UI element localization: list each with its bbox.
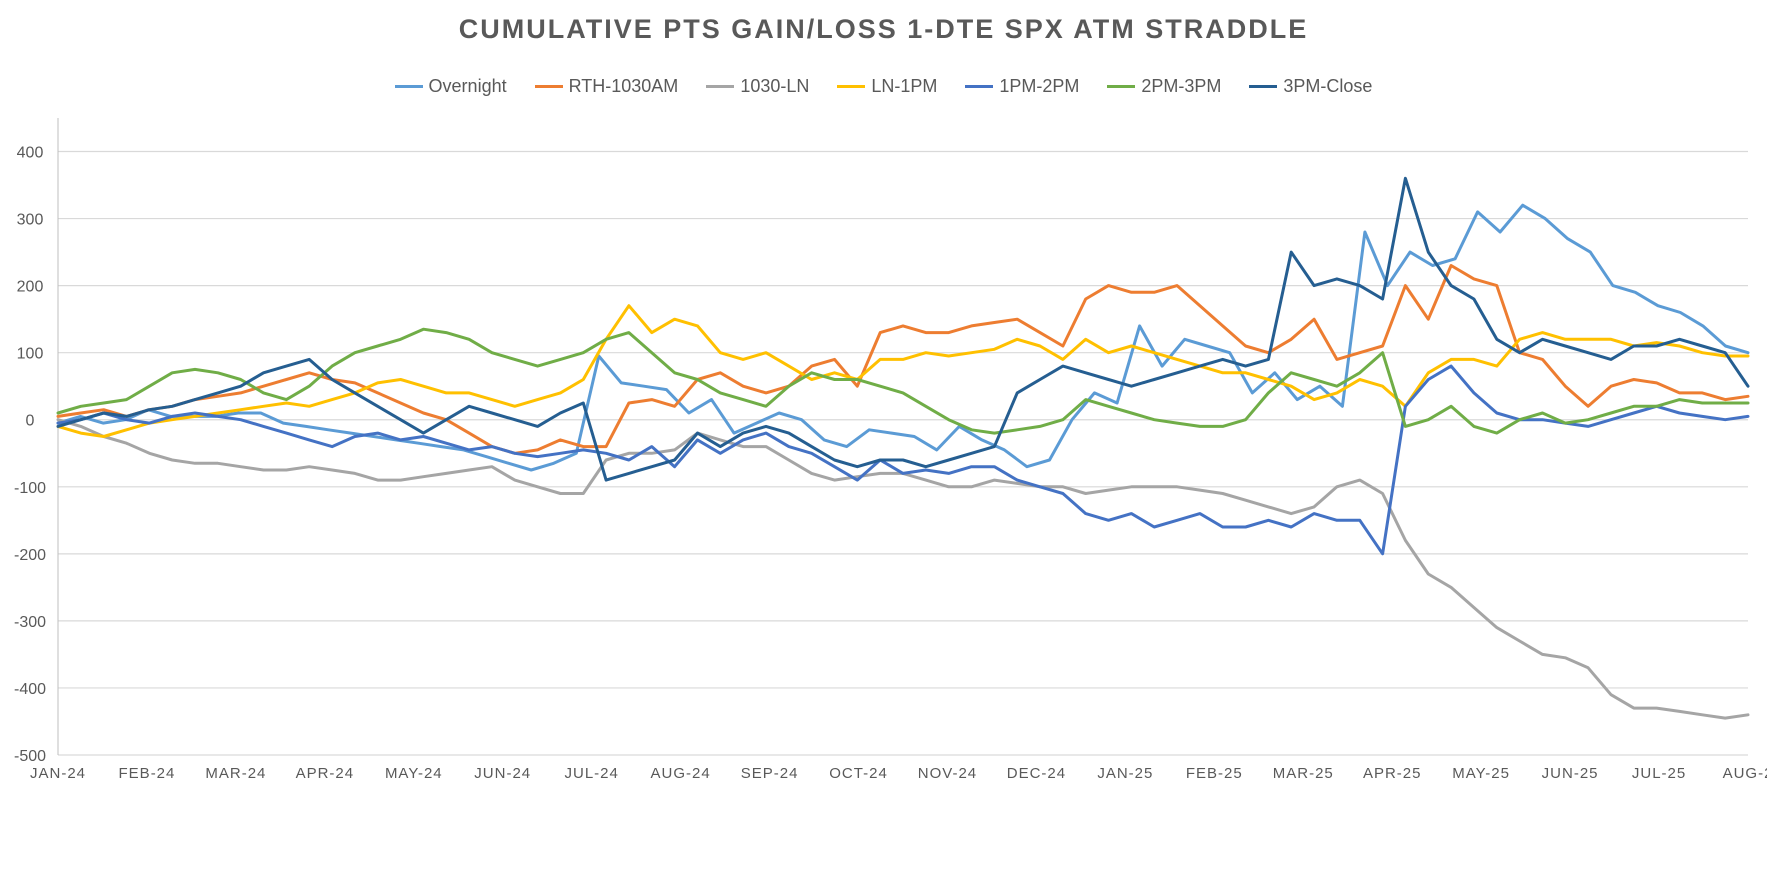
x-tick-label: MAY-25	[1452, 765, 1510, 782]
y-tick-label: -200	[14, 547, 46, 564]
x-tick-label: APR-25	[1363, 765, 1422, 782]
legend-label: LN-1PM	[871, 76, 938, 96]
legend-swatch	[534, 85, 563, 88]
x-tick-label: JAN-25	[1097, 765, 1153, 782]
legend-item: RTH-1030AM	[534, 76, 679, 97]
y-tick-label: 400	[17, 145, 44, 162]
legend-item: 2PM-3PM	[1107, 76, 1221, 97]
y-tick-label: 100	[17, 346, 44, 363]
x-tick-label: MAR-25	[1273, 765, 1334, 782]
x-tick-label: FEB-25	[1186, 765, 1243, 782]
legend-label: 3PM-Close	[1283, 76, 1373, 96]
legend-label: Overnight	[428, 76, 507, 96]
legend-swatch	[837, 85, 866, 88]
legend-label: 1030-LN	[740, 76, 810, 96]
series-line-1pm-2pm	[56, 364, 1750, 556]
legend-swatch	[706, 85, 735, 88]
legend-label: RTH-1030AM	[568, 76, 679, 96]
chart-title: CUMULATIVE PTS GAIN/LOSS 1-DTE SPX ATM S…	[458, 14, 1309, 44]
legend-label: 2PM-3PM	[1141, 76, 1222, 96]
x-tick-label: JUL-25	[1632, 765, 1686, 782]
legend-swatch	[1249, 85, 1278, 88]
legend-swatch	[394, 85, 423, 88]
x-tick-label: MAY-24	[385, 765, 443, 782]
x-tick-label: JAN-24	[30, 765, 86, 782]
legend-item: Overnight	[394, 76, 507, 97]
legend-label: 1PM-2PM	[999, 76, 1080, 96]
series-line-rth-1030am	[56, 264, 1750, 455]
legend-item: 1030-LN	[706, 76, 809, 97]
x-tick-label: AUG-2	[1723, 765, 1767, 782]
x-tick-label: DEC-24	[1007, 765, 1066, 782]
y-tick-label: -500	[14, 748, 46, 765]
x-tick-label: MAR-24	[205, 765, 266, 782]
x-tick-label: OCT-24	[829, 765, 888, 782]
chart-legend: Overnight RTH-1030AM 1030-LN LN-1PM 1PM-2PM 2…	[0, 76, 1767, 97]
x-tick-label: JUN-25	[1542, 765, 1599, 782]
y-tick-label: -400	[14, 681, 46, 698]
y-tick-label: 0	[26, 413, 35, 430]
x-tick-label: NOV-24	[918, 765, 977, 782]
x-tick-label: JUN-24	[474, 765, 531, 782]
series-line-2pm-3pm	[56, 327, 1750, 435]
series-line-overnight	[56, 203, 1750, 472]
legend-swatch	[965, 85, 994, 88]
legend-swatch	[1107, 85, 1136, 88]
y-tick-label: 200	[17, 279, 44, 296]
x-tick-label: APR-24	[296, 765, 355, 782]
x-tick-label: FEB-24	[119, 765, 176, 782]
legend-item: 3PM-Close	[1249, 76, 1372, 97]
series-line-3pm-close	[56, 176, 1750, 482]
x-tick-label: AUG-24	[651, 765, 711, 782]
legend-item: 1PM-2PM	[965, 76, 1079, 97]
y-tick-label: -100	[14, 480, 46, 497]
series-line-ln-1pm	[56, 304, 1750, 438]
y-tick-label: 300	[17, 212, 44, 229]
legend-item: LN-1PM	[837, 76, 937, 97]
x-tick-label: JUL-24	[565, 765, 619, 782]
x-tick-label: SEP-24	[741, 765, 799, 782]
series-line-1030-ln	[56, 418, 1750, 720]
y-tick-label: -300	[14, 614, 46, 631]
